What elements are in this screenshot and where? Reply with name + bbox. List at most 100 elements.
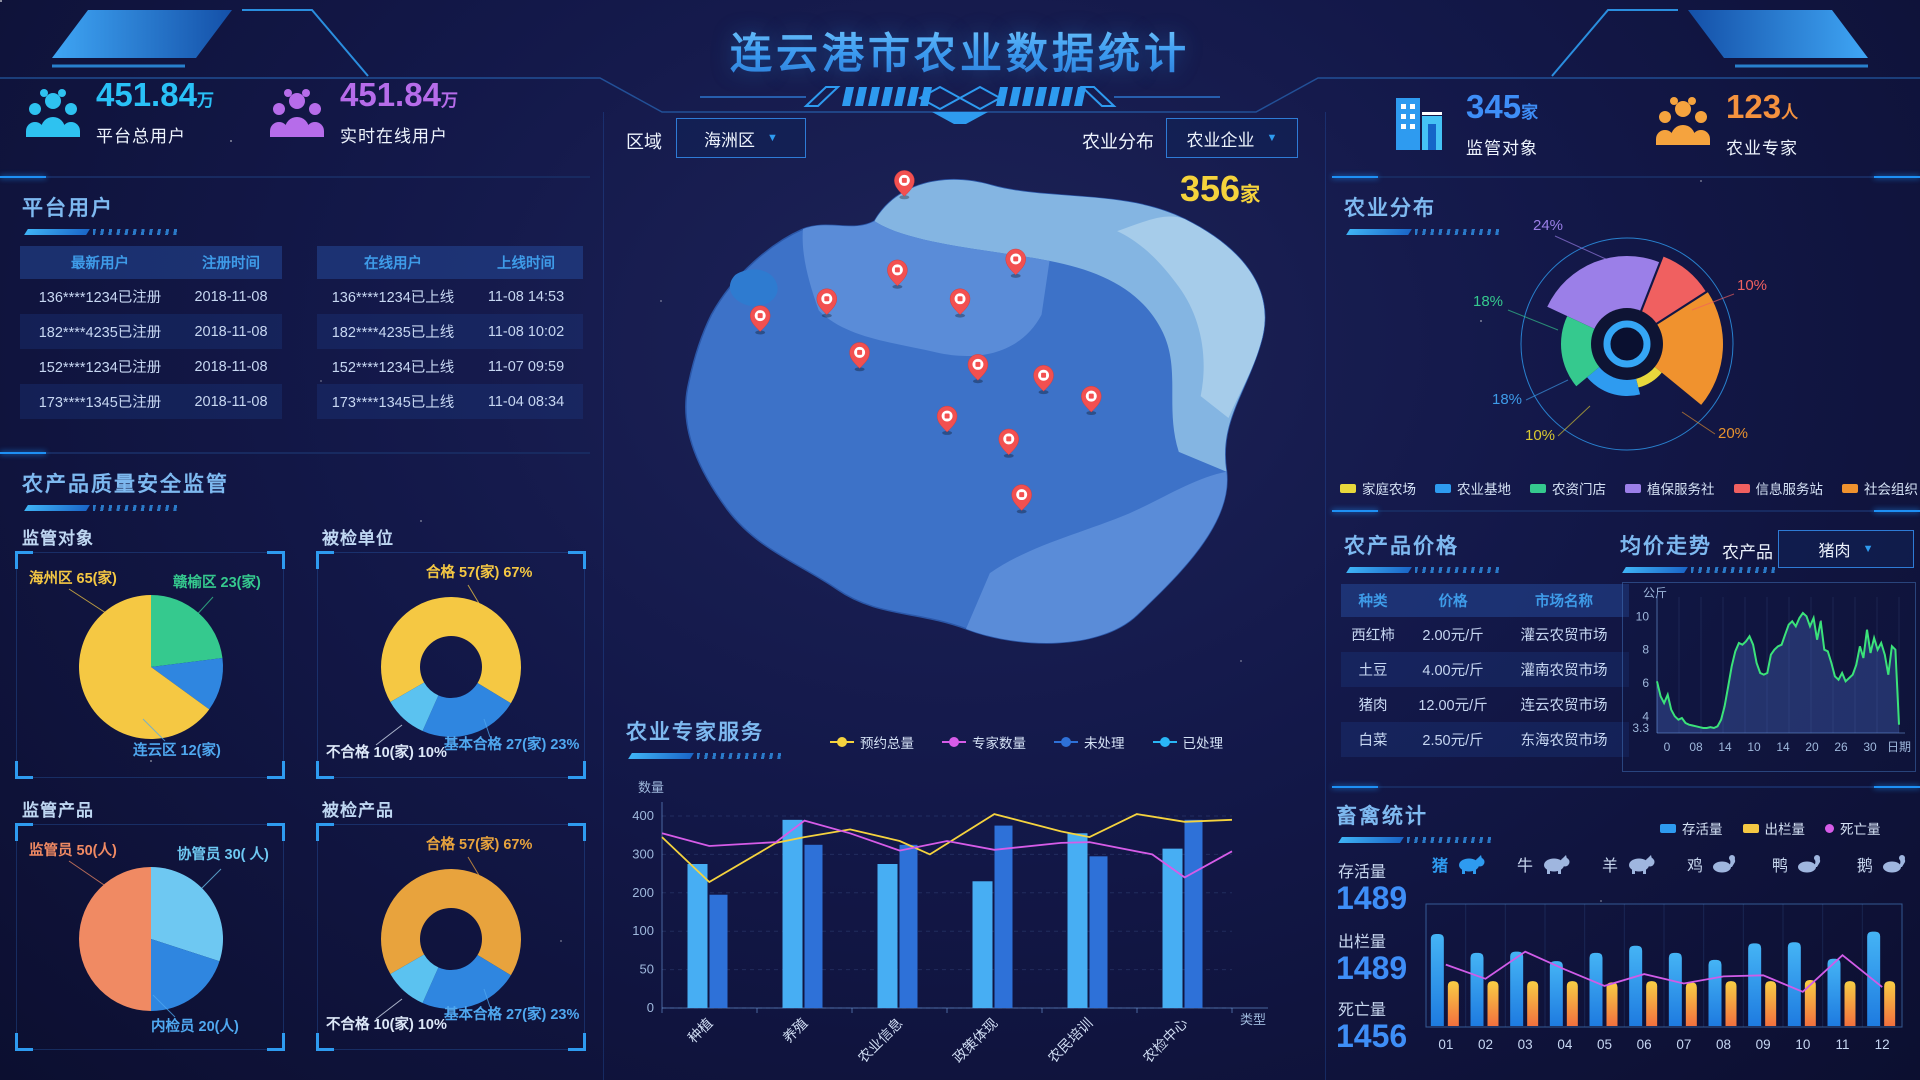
- bar[interactable]: [994, 825, 1013, 1008]
- legend-item[interactable]: 信息服务站: [1733, 478, 1823, 498]
- legend-item[interactable]: 已处理: [1152, 732, 1223, 752]
- map-pin[interactable]: [967, 354, 989, 384]
- legend-item[interactable]: 农资门店: [1530, 478, 1606, 498]
- bar[interactable]: [1884, 981, 1896, 1026]
- map-pin[interactable]: [1011, 484, 1032, 514]
- animal-filter-牛[interactable]: 牛: [1517, 852, 1572, 876]
- legend-item[interactable]: 存活量: [1660, 818, 1723, 838]
- svg-text:3.3: 3.3: [1632, 721, 1649, 735]
- animal-label: 羊: [1601, 858, 1618, 875]
- bar[interactable]: [1668, 952, 1682, 1026]
- rose-segment[interactable]: [1627, 292, 1723, 405]
- price-line: [1656, 611, 1900, 730]
- bar[interactable]: [687, 864, 708, 1008]
- bar[interactable]: [1765, 981, 1777, 1026]
- map-pin[interactable]: [1081, 385, 1102, 416]
- pie-segment[interactable]: [151, 939, 220, 1011]
- map-region-coast-tip: [1117, 216, 1265, 419]
- animal-filter-鸡[interactable]: 鸡: [1687, 852, 1742, 876]
- bar[interactable]: [1447, 981, 1459, 1026]
- bar[interactable]: [782, 819, 803, 1008]
- pie-segment[interactable]: [381, 597, 521, 704]
- pie-segment[interactable]: [381, 869, 521, 976]
- legend-item[interactable]: 植保服务社: [1625, 478, 1715, 498]
- bar[interactable]: [1589, 952, 1603, 1026]
- map-pin[interactable]: [998, 428, 1019, 458]
- animal-icon: [1882, 855, 1906, 873]
- animal-filter-猪[interactable]: 猪: [1432, 852, 1487, 876]
- pie-segment[interactable]: [390, 682, 439, 731]
- bar[interactable]: [1527, 981, 1539, 1026]
- map-pin[interactable]: [849, 342, 870, 372]
- bar[interactable]: [1162, 848, 1183, 1008]
- bar[interactable]: [1470, 952, 1484, 1026]
- legend-item[interactable]: 社会组织: [1842, 478, 1918, 498]
- bar[interactable]: [1725, 981, 1737, 1026]
- bar[interactable]: [804, 844, 823, 1008]
- map-pin[interactable]: [1005, 248, 1026, 278]
- bar[interactable]: [1867, 931, 1881, 1026]
- map-pin[interactable]: [816, 288, 837, 318]
- subtitle-checked-products: 被检产品: [322, 801, 394, 820]
- legend-item[interactable]: 家庭农场: [1340, 478, 1416, 498]
- bar[interactable]: [1804, 979, 1816, 1026]
- legend-swatch: [1825, 823, 1834, 833]
- bar[interactable]: [1510, 951, 1524, 1026]
- pie-segment[interactable]: [151, 867, 223, 962]
- legend-item[interactable]: 死亡量: [1825, 818, 1881, 838]
- map-pin[interactable]: [749, 305, 771, 335]
- bar[interactable]: [1629, 945, 1643, 1026]
- label-leader: [192, 596, 214, 620]
- bar[interactable]: [1566, 981, 1578, 1026]
- bar[interactable]: [1430, 933, 1444, 1026]
- legend-item[interactable]: 未处理: [1054, 732, 1125, 752]
- map-pin[interactable]: [949, 288, 971, 318]
- legend-item[interactable]: 农业基地: [1435, 478, 1511, 498]
- legend-swatch: [1742, 823, 1759, 833]
- bar[interactable]: [972, 881, 993, 1008]
- label-leader: [198, 868, 222, 892]
- bar[interactable]: [1748, 943, 1762, 1026]
- product-select[interactable]: 猪肉 ▼: [1778, 530, 1914, 568]
- bar[interactable]: [1787, 942, 1801, 1026]
- legend-item[interactable]: 预约总量: [830, 732, 914, 752]
- pie-segment[interactable]: [422, 683, 511, 737]
- map-pin[interactable]: [887, 259, 908, 289]
- bar[interactable]: [709, 894, 728, 1008]
- pie-segment[interactable]: [422, 955, 511, 1009]
- pie-segment[interactable]: [79, 595, 210, 739]
- legend-item[interactable]: 出栏量: [1742, 818, 1805, 838]
- bar[interactable]: [1827, 958, 1841, 1026]
- chart-box-checked-products: 合格 57(家) 67% 基本合格 27(家) 23% 不合格 10(家) 10%: [316, 823, 586, 1051]
- pie-segment[interactable]: [151, 595, 223, 667]
- bar[interactable]: [1184, 819, 1203, 1008]
- bar[interactable]: [1089, 856, 1108, 1008]
- pie-label: 不合格 10(家) 10%: [326, 743, 447, 761]
- bar[interactable]: [1844, 981, 1856, 1026]
- pie-segment[interactable]: [390, 954, 439, 1003]
- animal-filter-羊[interactable]: 羊: [1602, 852, 1657, 876]
- region-select[interactable]: 海洲区 ▼: [676, 118, 806, 158]
- map-pin[interactable]: [1033, 365, 1054, 395]
- map-pin[interactable]: [936, 405, 958, 435]
- bar[interactable]: [1646, 981, 1658, 1026]
- bar[interactable]: [1549, 961, 1563, 1026]
- animal-filter-鸭[interactable]: 鸭: [1772, 852, 1827, 876]
- rose-percent-label: 10%: [1737, 277, 1767, 294]
- bar[interactable]: [1487, 981, 1499, 1026]
- expert-service-legend: 预约总量 专家数量 未处理 已处理: [830, 732, 1223, 752]
- animal-filter-鹅[interactable]: 鹅: [1857, 852, 1912, 876]
- bar[interactable]: [899, 844, 918, 1008]
- pie-segment[interactable]: [151, 657, 223, 710]
- bar[interactable]: [1606, 982, 1618, 1026]
- bar[interactable]: [877, 864, 898, 1008]
- bar[interactable]: [1708, 959, 1722, 1026]
- svg-text:14: 14: [1776, 740, 1790, 754]
- distribution-select[interactable]: 农业企业 ▼: [1166, 118, 1298, 158]
- pie-segment[interactable]: [79, 867, 151, 1011]
- rose-percent-label: 10%: [1525, 427, 1555, 444]
- map-pin[interactable]: [894, 170, 915, 200]
- bar[interactable]: [1067, 833, 1088, 1008]
- bar[interactable]: [1685, 982, 1697, 1026]
- legend-item[interactable]: 专家数量: [942, 732, 1026, 752]
